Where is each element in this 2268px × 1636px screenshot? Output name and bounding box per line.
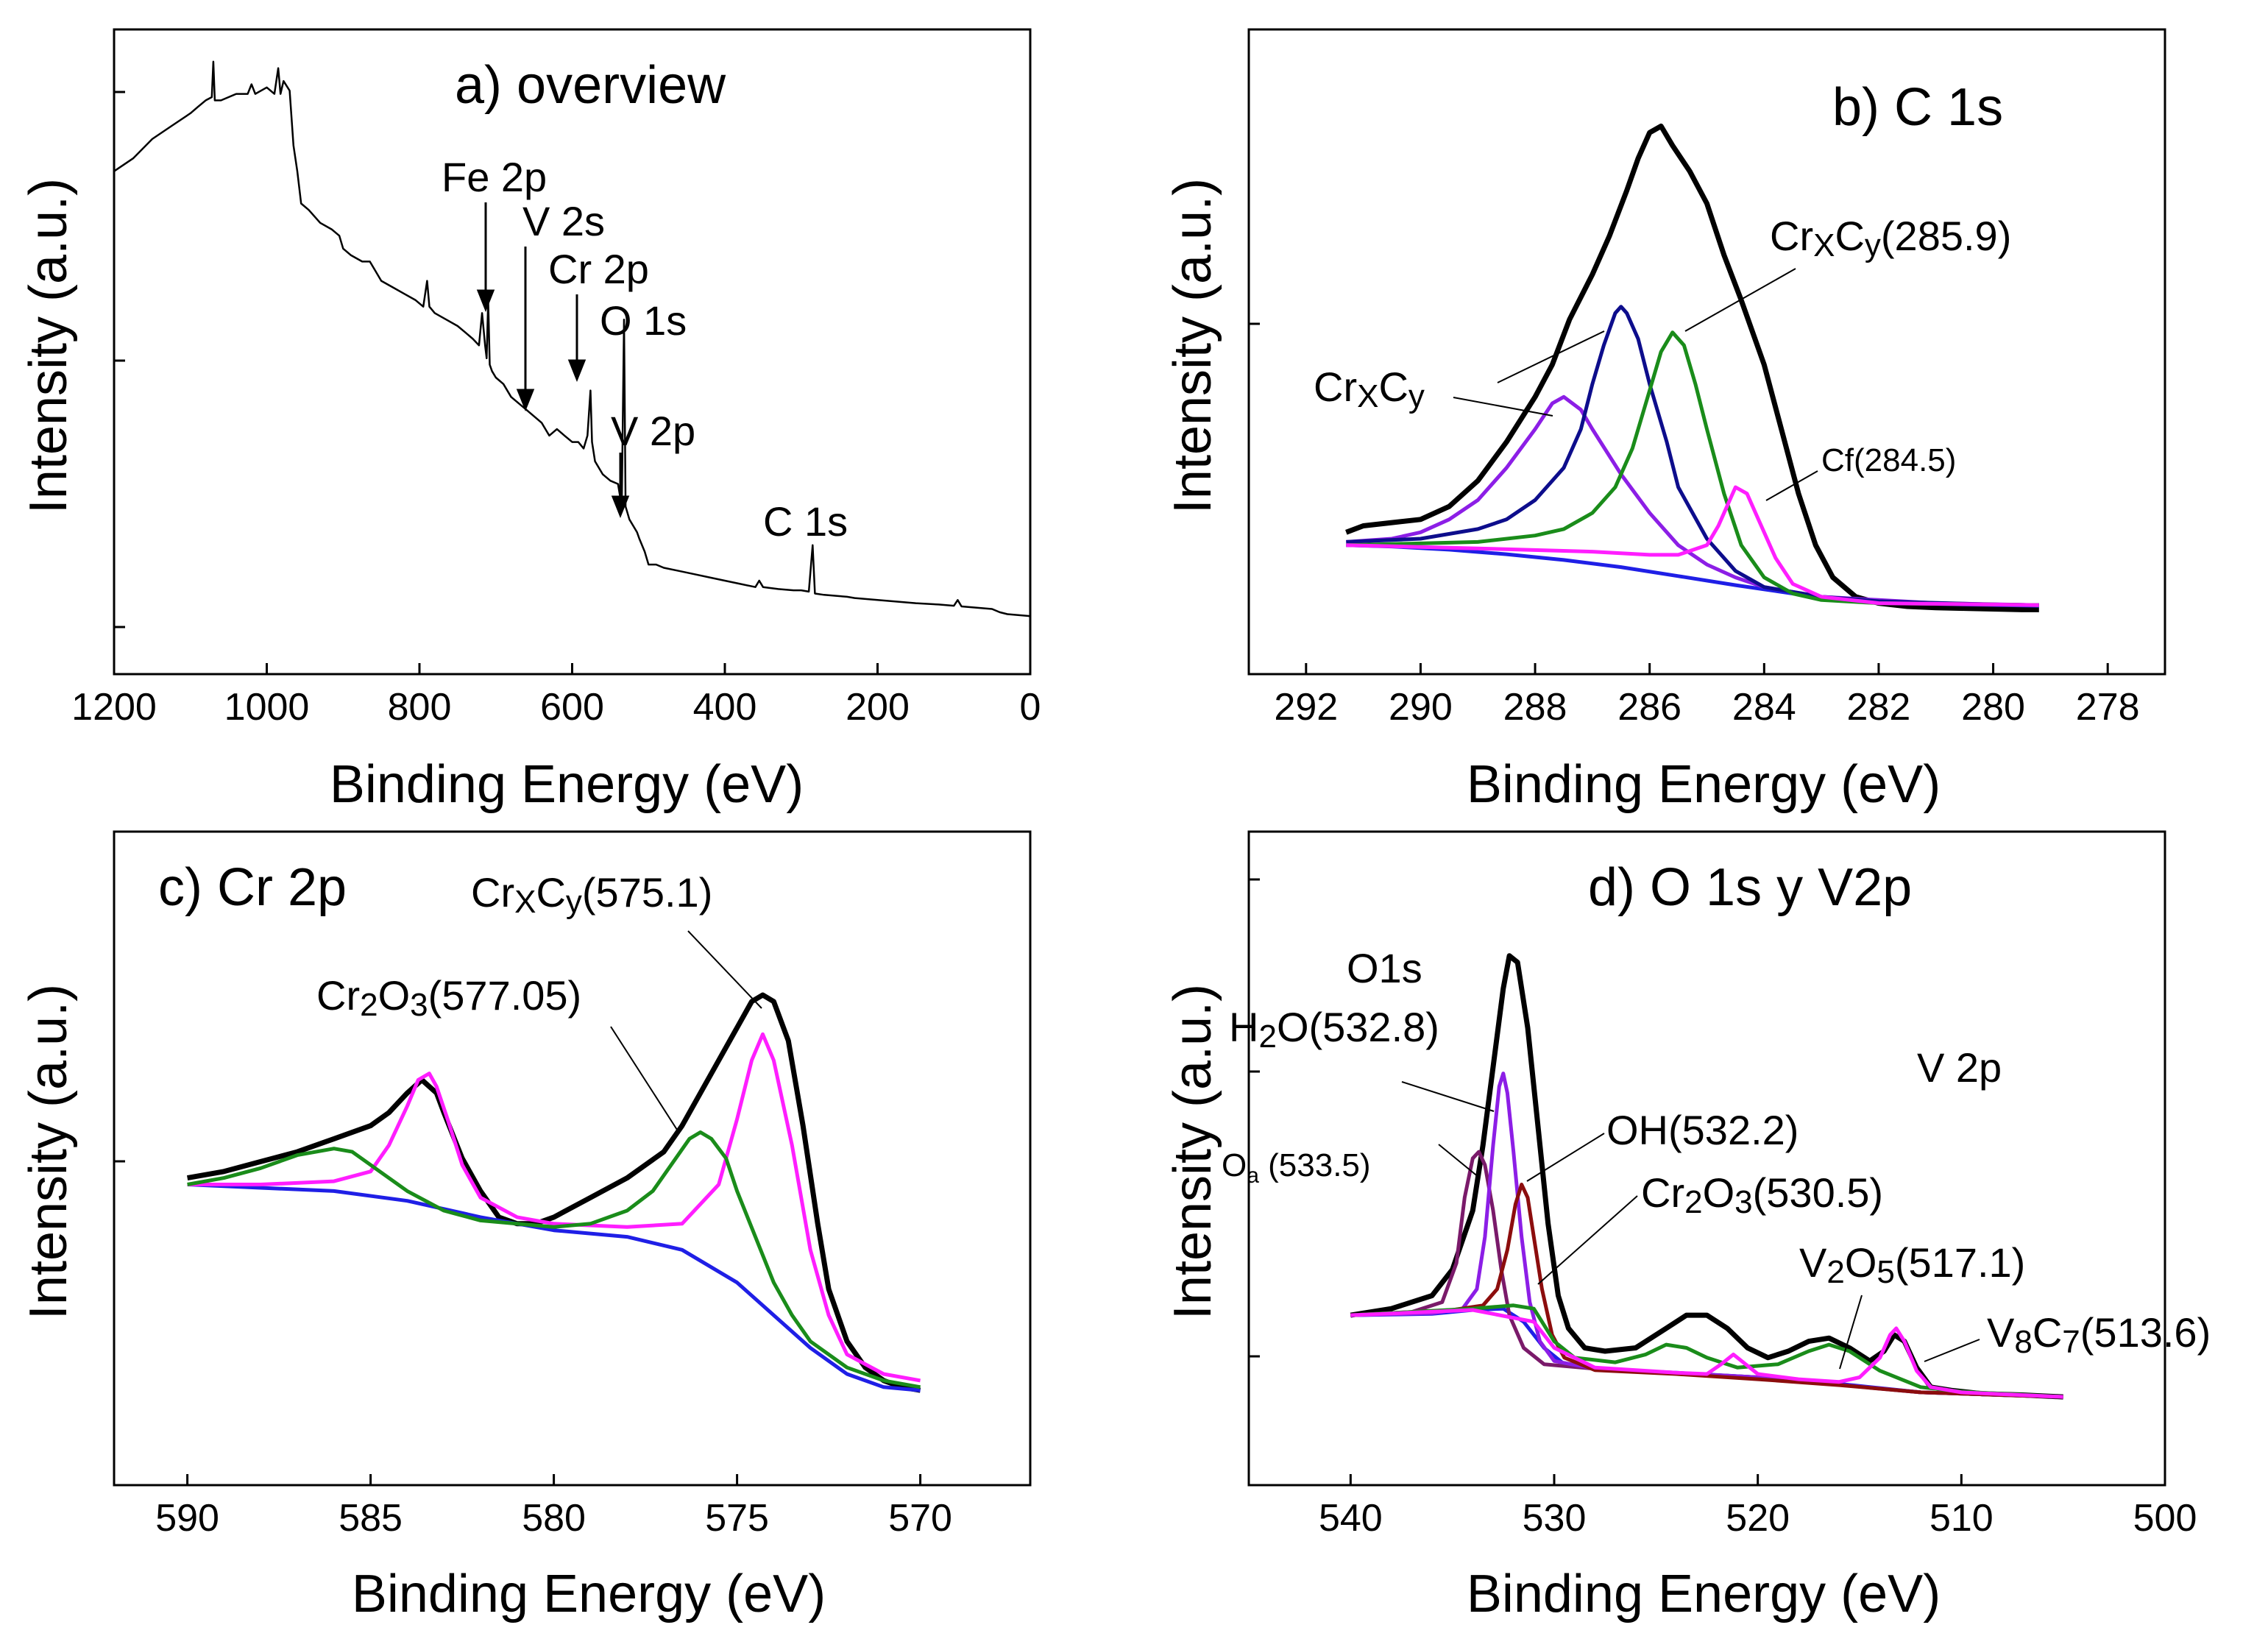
panel-a-xtick-label: 1000 [224,686,310,729]
panel-d-annotation-v8c7: V8C7(513.6) [1987,1309,2211,1360]
panel-a-series-0 [113,60,1031,617]
panel-d-series-5 [1350,1303,2063,1399]
panel-c-xtick-label: 590 [155,1497,219,1540]
panel-c-series-2 [187,1032,921,1383]
panel-a-xtick-label: 200 [846,686,910,729]
panel-a-annotation-v2p: V 2p [611,408,695,454]
panel-c-ylabel: Intensity (a.u.) [19,984,78,1320]
panel-b-xtick-label: 278 [2076,686,2140,729]
panel-c-xtick-label: 575 [705,1497,769,1540]
panel-d-annotation-cr2o3: Cr2O3(530.5) [1641,1169,1883,1220]
panel-a-annotation-cr2p: Cr 2p [548,246,649,292]
panel-c-xlabel: Binding Energy (eV) [352,1565,826,1623]
panel-d-annotation-v2o5: V2O5(517.1) [1799,1239,2025,1290]
panel-b-frame [1247,28,2166,676]
panel-b-series-2 [1346,394,2039,607]
panel-b-ylabel: Intensity (a.u.) [1163,178,1222,514]
panel-a-annotation-fe2p: Fe 2p [442,154,547,200]
panel-b-annotation-cf: Cf(284.5) [1821,442,1956,478]
panel-c-leaders [610,930,762,1130]
panel-d-frame [1247,830,2166,1487]
panel-c-xtick-label: 580 [522,1497,586,1540]
panel-d-xtick-label: 530 [1523,1497,1587,1540]
panel-b-leaders [1453,268,1818,501]
panel-a-xtick-label: 0 [1020,686,1041,729]
panel-a-arrows [476,202,630,519]
panel-d-series-4 [1350,1183,2063,1399]
panel-b-xtick-label: 282 [1847,686,1911,729]
panel-b-xtick-label: 280 [1961,686,2025,729]
panel-d-leaders [1401,1081,1980,1370]
panel-d-series-1 [1350,1306,2063,1399]
panel-a-xtick-label: 800 [388,686,452,729]
panel-b-series-4 [1346,330,2039,607]
panel-b: b) C 1s Binding Energy (eV) Intensity (a… [1163,28,2166,814]
panel-a-annotation-o1s: O 1s [600,297,687,344]
panel-b-series-3 [1346,305,2039,607]
panel-a-ylabel: Intensity (a.u.) [19,178,78,514]
panel-b-xtick-label: 284 [1732,686,1796,729]
panel-a: a) overview Binding Energy (eV) Intensit… [19,28,1041,814]
panel-c-frame [113,830,1032,1487]
panel-d-annotation-v2p: V 2p [1917,1044,2002,1091]
panel-d-xlabel: Binding Energy (eV) [1467,1565,1941,1623]
panel-b-xlabel: Binding Energy (eV) [1467,755,1941,814]
panel-a-frame [113,28,1032,676]
panel-a-xlabel: Binding Energy (eV) [330,755,804,814]
panel-c-series-0 [186,992,921,1393]
panel-d-annotation-o1s: O1s [1347,945,1422,991]
panel-c-xtick-label: 585 [339,1497,403,1540]
panel-c-xtick-label: 570 [888,1497,952,1540]
panel-d-annotation-h2o: H2O(532.8) [1229,1004,1439,1055]
panel-b-xtick-label: 288 [1503,686,1567,729]
panel-c-annotation-cr2o3: Cr2O3(577.05) [316,972,581,1023]
panel-d-xtick-label: 540 [1319,1497,1383,1540]
panel-d-xtick-label: 500 [2133,1497,2197,1540]
panel-d-annotation-oa: Oa (533.5) [1222,1147,1371,1188]
panel-b-xtick-label: 286 [1617,686,1681,729]
panel-c-title: c) Cr 2p [158,858,347,917]
panel-a-title: a) overview [455,56,726,115]
panel-a-xtick-label: 400 [693,686,757,729]
panel-c-series-3 [187,1130,921,1389]
panel-b-series-5 [1346,485,2039,607]
panel-d-xtick-label: 520 [1726,1497,1790,1540]
panel-a-xtick-label: 600 [540,686,604,729]
panel-d-title: d) O 1s y V2p [1588,858,1912,917]
panel-d-series-6 [1350,1308,2063,1399]
panel-d: d) O 1s y V2p Binding Energy (eV) Intens… [1163,830,2211,1623]
panel-b-annotation-crxcy: CrXCy [1314,364,1425,414]
panel-a-xtick-label: 1200 [71,686,157,729]
panel-d-ylabel: Intensity (a.u.) [1163,984,1222,1320]
panel-a-annotation-v2s: V 2s [522,198,605,244]
panel-b-title: b) C 1s [1832,78,2003,137]
panel-b-xtick-label: 292 [1274,686,1338,729]
panel-d-annotation-oh: OH(532.2) [1606,1107,1799,1153]
panel-c: c) Cr 2p Binding Energy (eV) Intensity (… [19,830,1032,1623]
panel-c-series-1 [187,1183,921,1392]
panel-b-xtick-label: 290 [1389,686,1453,729]
panel-a-annotation-c1s: C 1s [763,498,848,545]
panel-d-xtick-label: 510 [1929,1497,1994,1540]
panel-b-annotation-crxcy-2859: CrXCy(285.9) [1770,213,2011,263]
panel-c-annotation-crxcy: CrXCy(575.1) [471,869,712,920]
